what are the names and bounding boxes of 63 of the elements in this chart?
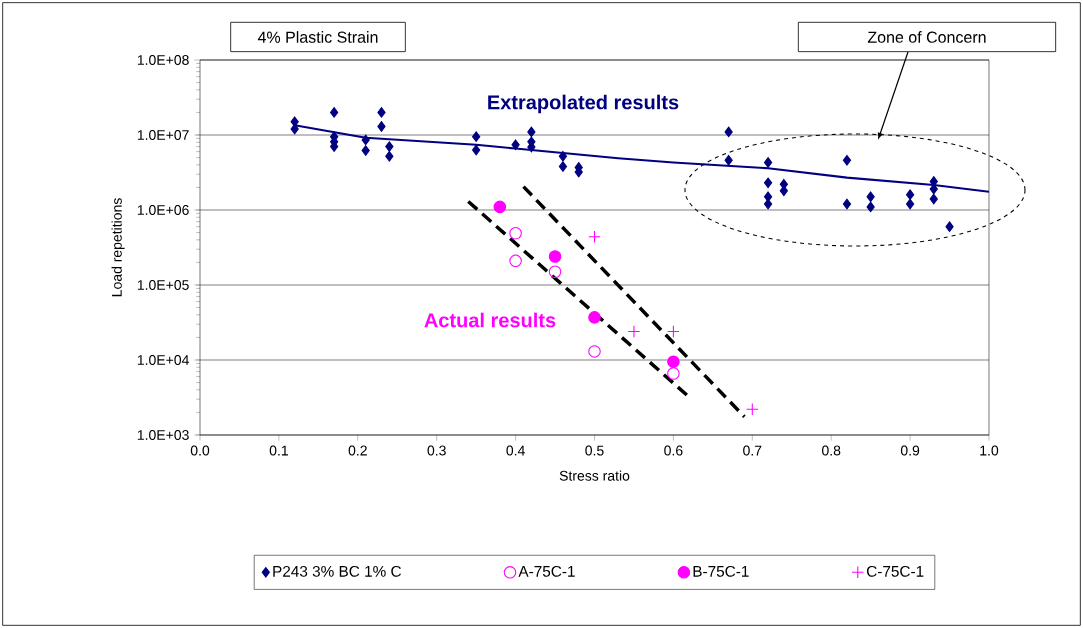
x-tick-label: 0.2 — [348, 445, 367, 456]
point — [929, 193, 938, 205]
point — [377, 121, 386, 132]
point — [558, 161, 568, 172]
point — [763, 177, 773, 189]
point — [509, 254, 522, 268]
x-tick-label: 0.7 — [743, 445, 762, 456]
point — [588, 230, 601, 243]
x-tick-label: 0.4 — [506, 445, 525, 456]
point — [548, 250, 562, 263]
text: Zone of Concern — [867, 31, 986, 43]
point — [588, 311, 601, 324]
x-axis-title: Stress ratio — [559, 470, 630, 481]
point — [472, 131, 481, 142]
point — [945, 221, 954, 232]
point — [509, 226, 522, 240]
point — [361, 134, 370, 146]
annotation: Extrapolated results — [488, 94, 679, 114]
point — [548, 265, 562, 279]
point — [763, 157, 773, 168]
point — [472, 144, 481, 156]
point — [493, 200, 507, 214]
legend-label: A-75C-1 — [518, 565, 575, 577]
point — [667, 355, 680, 368]
point — [588, 345, 601, 358]
legend-label: C-75C-1 — [866, 565, 924, 577]
y-tick-label: 1.0E+07 — [137, 130, 189, 140]
text: 4% Plastic Strain — [257, 31, 378, 43]
point — [527, 126, 536, 138]
point — [329, 107, 339, 118]
point — [866, 191, 875, 203]
point — [385, 150, 394, 162]
point — [558, 150, 568, 162]
y-tick-label: 1.0E+06 — [137, 205, 189, 215]
x-tick-label: 0.8 — [822, 445, 841, 456]
x-tick-label: 1.0 — [980, 445, 999, 456]
point — [866, 201, 875, 213]
y-tick-label: 1.0E+05 — [137, 280, 189, 290]
point — [905, 189, 915, 201]
point — [361, 145, 370, 156]
x-tick-label: 0.6 — [664, 445, 683, 456]
legend-label: P243 3% BC 1% C — [273, 565, 401, 577]
y-tick-label: 1.0E+03 — [137, 430, 189, 440]
x-tick-label: 0.3 — [427, 445, 446, 456]
point — [842, 198, 852, 210]
point — [511, 139, 520, 151]
y-axis-title: Load repetitions — [111, 198, 125, 297]
point — [385, 141, 394, 152]
x-tick-label: 0.9 — [900, 445, 920, 456]
point — [667, 367, 680, 380]
point — [377, 107, 386, 118]
y-tick-label: 1.0E+04 — [137, 355, 189, 365]
x-tick-label: 0.1 — [269, 445, 288, 456]
point — [905, 198, 915, 210]
legend-label: B-75C-1 — [693, 565, 749, 577]
x-tick-label: 0.0 — [190, 445, 210, 456]
point — [746, 403, 759, 416]
point — [842, 154, 852, 166]
point — [724, 154, 733, 166]
y-tick-label: 1.0E+08 — [137, 55, 189, 65]
point — [724, 126, 733, 138]
annotation: Actual results — [424, 312, 556, 328]
x-tick-label: 0.5 — [585, 445, 604, 456]
